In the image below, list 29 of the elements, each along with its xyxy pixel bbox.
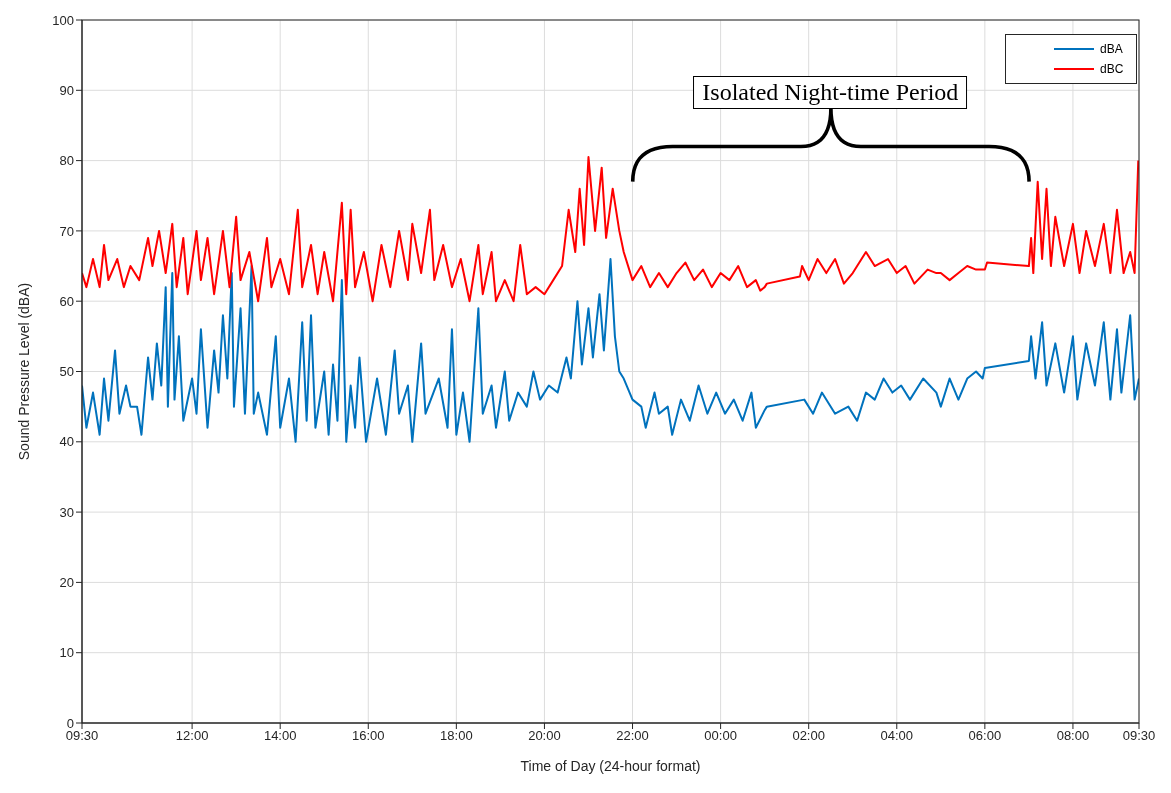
legend-label: dBA bbox=[1100, 42, 1124, 56]
y-tick-label: 10 bbox=[59, 645, 74, 661]
y-tick-label: 0 bbox=[66, 715, 74, 731]
legend-label: dBC bbox=[1100, 62, 1125, 76]
y-tick-label: 40 bbox=[59, 434, 74, 450]
x-tick-label: 12:00 bbox=[175, 728, 209, 744]
x-tick-label: 22:00 bbox=[616, 728, 649, 744]
x-tick-label: 09:30 bbox=[65, 728, 99, 744]
x-tick-label: 18:00 bbox=[440, 728, 473, 744]
x-tick-label: 00:00 bbox=[704, 728, 737, 744]
y-tick-label: 60 bbox=[59, 293, 74, 309]
y-tick-label: 70 bbox=[59, 223, 74, 239]
y-tick-label: 80 bbox=[59, 153, 74, 169]
y-tick-label: 50 bbox=[59, 364, 74, 380]
y-tick-label: 100 bbox=[52, 12, 74, 28]
x-tick-label: 09:30 bbox=[1122, 728, 1156, 744]
x-tick-label: 06:00 bbox=[968, 728, 1002, 744]
y-axis-title: Sound Pressure Level (dBA) bbox=[15, 282, 32, 461]
y-tick-label: 90 bbox=[59, 82, 74, 98]
x-tick-label: 02:00 bbox=[792, 728, 825, 744]
x-axis-title: Time of Day (24-hour format) bbox=[520, 757, 701, 774]
x-tick-label: 08:00 bbox=[1056, 728, 1090, 744]
y-tick-label: 20 bbox=[59, 575, 74, 591]
annotation: Isolated Night-time Period bbox=[693, 76, 968, 110]
x-tick-label: 14:00 bbox=[263, 728, 297, 744]
y-tick-label: 30 bbox=[59, 504, 74, 520]
x-tick-label: 04:00 bbox=[880, 728, 914, 744]
x-tick-label: 16:00 bbox=[352, 728, 385, 744]
x-tick-label: 20:00 bbox=[528, 728, 561, 744]
